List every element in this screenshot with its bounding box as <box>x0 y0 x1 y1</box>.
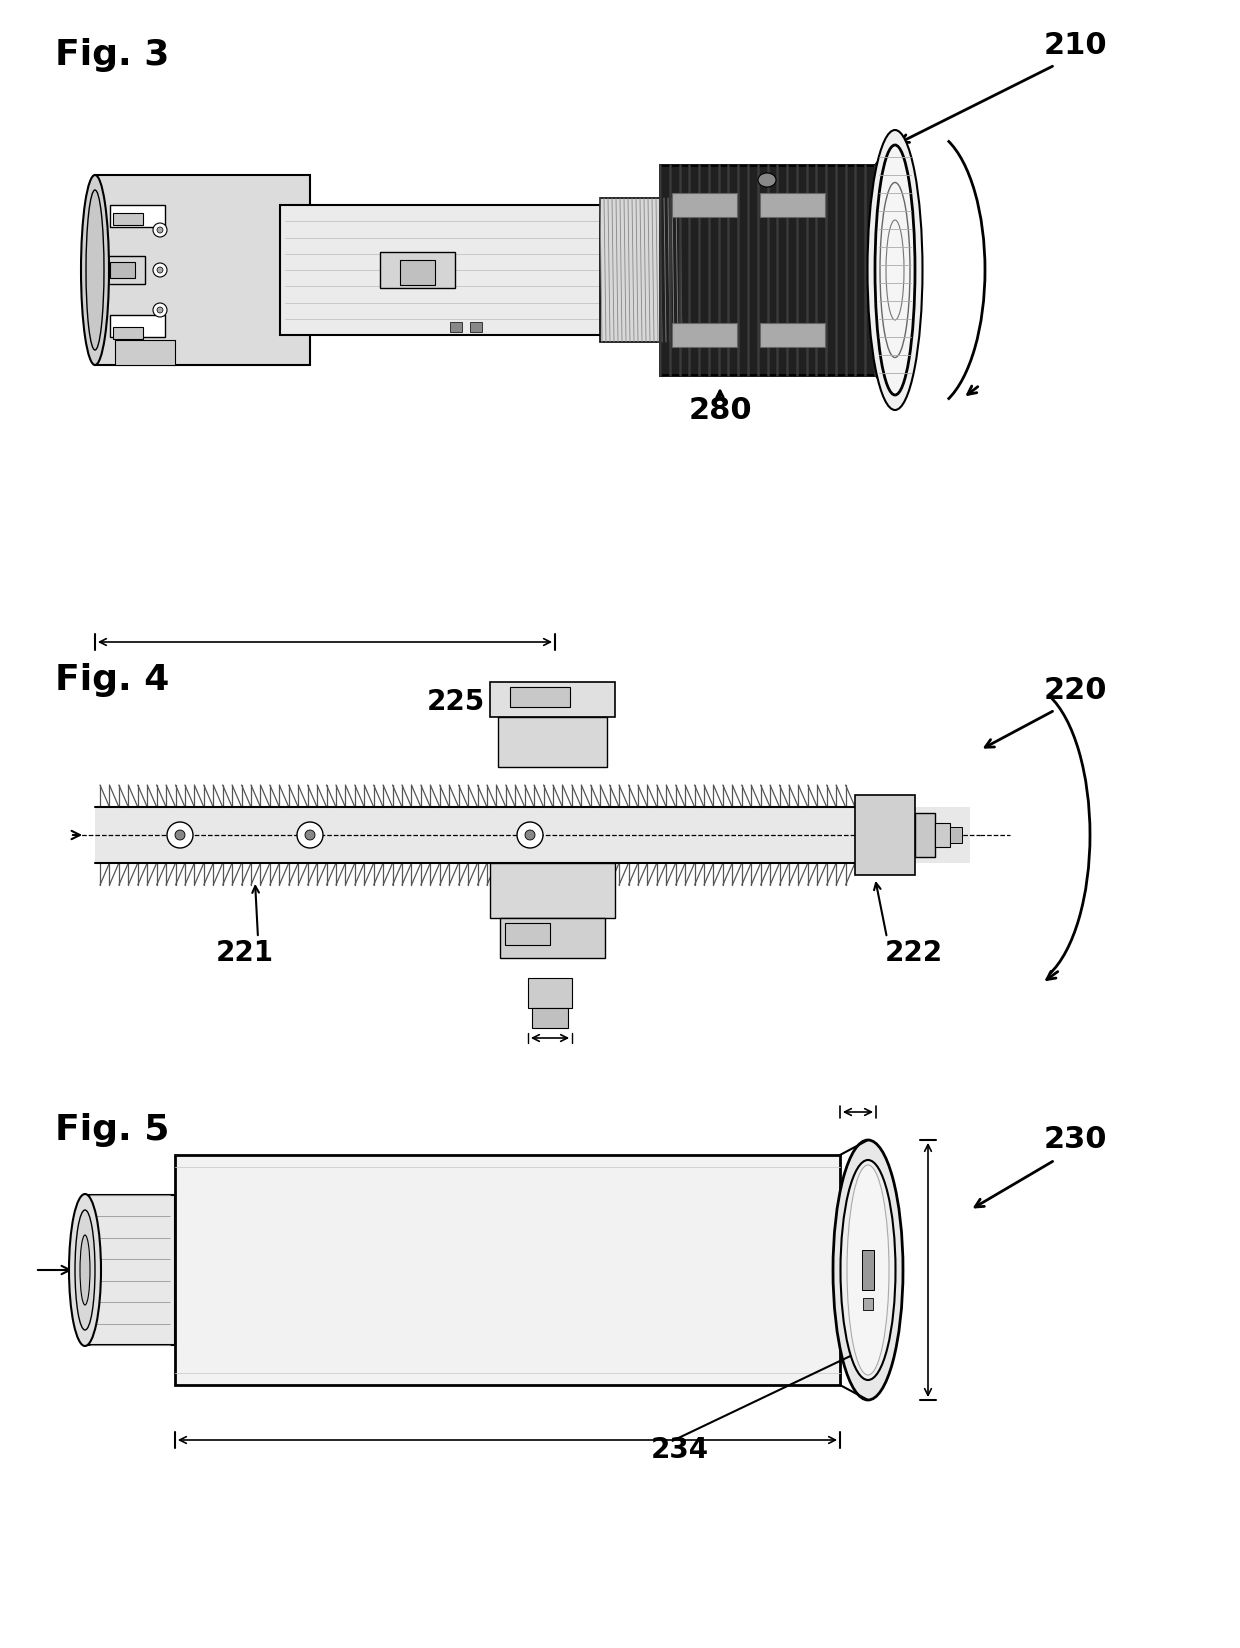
Text: Fig. 3: Fig. 3 <box>55 38 170 73</box>
Bar <box>379 252 455 288</box>
Ellipse shape <box>868 130 923 410</box>
Bar <box>490 864 615 918</box>
Bar <box>110 204 165 227</box>
Bar <box>470 321 482 331</box>
Ellipse shape <box>69 1195 100 1346</box>
Text: 225: 225 <box>427 687 485 715</box>
Text: 234: 234 <box>651 1435 709 1463</box>
Bar <box>500 918 605 957</box>
Bar <box>600 198 680 343</box>
Text: Fig. 5: Fig. 5 <box>55 1112 170 1147</box>
Bar <box>935 822 950 847</box>
Ellipse shape <box>157 227 162 232</box>
Ellipse shape <box>833 1140 903 1401</box>
Text: 280: 280 <box>688 396 751 425</box>
Bar <box>110 315 165 336</box>
Ellipse shape <box>81 175 109 364</box>
Bar <box>672 193 737 218</box>
Ellipse shape <box>305 831 315 840</box>
Bar <box>113 326 143 339</box>
Bar <box>510 687 570 707</box>
Bar <box>672 323 737 348</box>
Bar <box>490 682 615 717</box>
Bar <box>856 794 915 875</box>
Ellipse shape <box>167 822 193 849</box>
Bar <box>862 1249 874 1290</box>
Bar <box>86 1195 175 1345</box>
Bar <box>505 923 551 944</box>
Ellipse shape <box>81 1234 91 1305</box>
Ellipse shape <box>875 145 915 396</box>
Bar <box>95 175 310 364</box>
Bar <box>760 323 825 348</box>
Text: 221: 221 <box>216 939 274 967</box>
Bar <box>95 808 970 864</box>
Ellipse shape <box>517 822 543 849</box>
Ellipse shape <box>153 264 167 277</box>
Text: 230: 230 <box>1043 1126 1107 1155</box>
Bar <box>280 204 640 335</box>
Text: 210: 210 <box>1043 31 1107 59</box>
Bar <box>401 260 435 285</box>
Ellipse shape <box>153 222 167 237</box>
Bar <box>760 193 825 218</box>
Bar <box>450 321 463 331</box>
Bar <box>498 717 608 766</box>
Ellipse shape <box>74 1210 95 1330</box>
Ellipse shape <box>175 831 185 840</box>
Bar <box>105 255 145 283</box>
Ellipse shape <box>525 831 534 840</box>
Bar <box>528 977 572 1009</box>
Bar <box>950 827 962 844</box>
Bar <box>175 1155 839 1384</box>
Text: 222: 222 <box>885 939 944 967</box>
Ellipse shape <box>86 190 104 349</box>
Bar <box>660 165 875 376</box>
Ellipse shape <box>847 1165 889 1374</box>
Bar <box>113 213 143 226</box>
Bar <box>115 339 175 364</box>
Text: Fig. 4: Fig. 4 <box>55 662 170 697</box>
Ellipse shape <box>157 267 162 274</box>
Bar <box>863 1299 873 1310</box>
Bar <box>915 812 935 857</box>
Text: 220: 220 <box>1043 676 1107 704</box>
Ellipse shape <box>298 822 322 849</box>
Ellipse shape <box>153 303 167 316</box>
Bar <box>110 262 135 279</box>
Ellipse shape <box>157 307 162 313</box>
Ellipse shape <box>841 1160 895 1379</box>
Bar <box>532 1009 568 1028</box>
Ellipse shape <box>758 173 776 186</box>
